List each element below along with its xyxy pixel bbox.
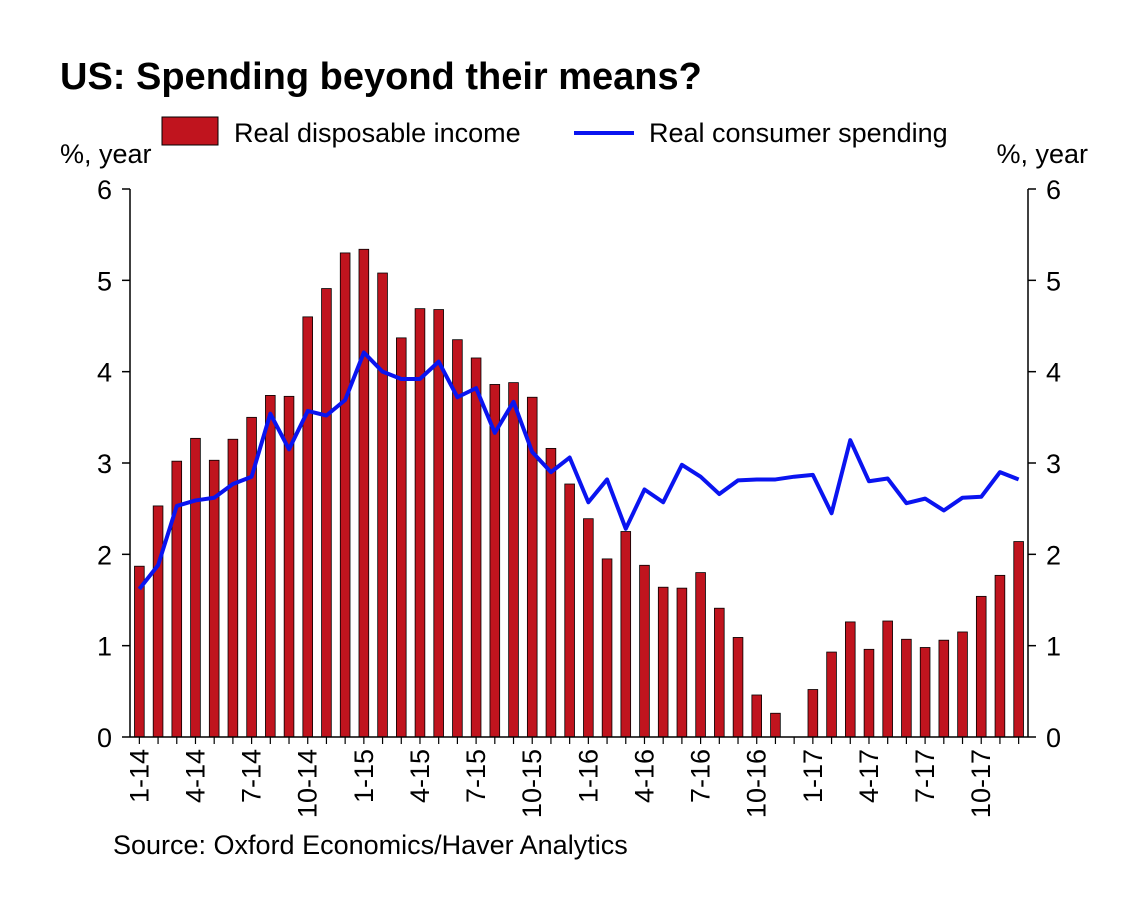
right-y-tick-label: 4 bbox=[1046, 358, 1061, 388]
x-tick-label: 1-16 bbox=[573, 749, 603, 803]
income-bar bbox=[657, 586, 669, 738]
x-tick-label: 1-14 bbox=[124, 749, 154, 803]
income-bar bbox=[508, 382, 519, 738]
income-bar bbox=[134, 565, 145, 738]
income-bar bbox=[957, 631, 968, 738]
income-bar bbox=[770, 712, 781, 738]
source-note: Source: Oxford Economics/Haver Analytics bbox=[113, 830, 628, 860]
income-bar bbox=[863, 648, 875, 738]
x-tick-label: 4-14 bbox=[180, 749, 210, 803]
income-bar bbox=[564, 483, 575, 738]
income-bar bbox=[171, 460, 183, 738]
x-tick-label: 1-15 bbox=[349, 749, 379, 803]
left-y-tick-label: 0 bbox=[97, 723, 112, 753]
x-tick-label: 7-14 bbox=[237, 749, 267, 803]
income-bar bbox=[751, 694, 762, 738]
left-y-tick-label: 6 bbox=[97, 175, 112, 205]
x-tick-label: 4-15 bbox=[405, 749, 435, 803]
legend-bar-swatch bbox=[161, 116, 219, 146]
x-tick-label: 4-17 bbox=[854, 749, 884, 803]
income-bar bbox=[414, 308, 426, 738]
income-bar bbox=[489, 384, 501, 738]
income-bars bbox=[134, 248, 1024, 738]
income-bar bbox=[994, 574, 1006, 738]
income-bar bbox=[452, 339, 463, 738]
income-bar bbox=[676, 587, 688, 738]
income-bar bbox=[732, 637, 744, 738]
income-bar bbox=[358, 248, 370, 738]
income-bar bbox=[265, 395, 276, 738]
income-bar bbox=[208, 459, 220, 738]
income-bar bbox=[396, 337, 407, 738]
x-tick-label: 10-16 bbox=[742, 749, 772, 818]
x-tick-label: 7-15 bbox=[461, 749, 491, 803]
chart-title: US: Spending beyond their means? bbox=[60, 56, 702, 98]
income-bar bbox=[339, 252, 351, 738]
income-bar bbox=[845, 621, 856, 738]
income-bar bbox=[470, 357, 482, 738]
right-y-tick-label: 6 bbox=[1046, 175, 1061, 205]
left-y-tick-label: 4 bbox=[97, 358, 112, 388]
income-bar bbox=[695, 572, 706, 738]
legend: Real disposable income Real consumer spe… bbox=[161, 116, 948, 148]
legend-label-spending: Real consumer spending bbox=[649, 118, 948, 148]
x-tick-label: 7-16 bbox=[686, 749, 716, 803]
x-tick-label: 1-17 bbox=[798, 749, 828, 803]
x-tick-label: 4-16 bbox=[629, 749, 659, 803]
right-y-tick-label: 1 bbox=[1046, 632, 1061, 662]
right-y-tick-label: 2 bbox=[1046, 540, 1061, 570]
income-bar bbox=[190, 437, 201, 738]
left-y-tick-label: 2 bbox=[97, 540, 112, 570]
income-bar bbox=[545, 447, 557, 738]
left-y-tick-label: 5 bbox=[97, 266, 112, 296]
income-bar bbox=[152, 505, 164, 738]
x-tick-label: 7-17 bbox=[910, 749, 940, 803]
income-bar bbox=[321, 288, 332, 738]
income-bar bbox=[938, 639, 950, 738]
x-tick-label: 10-15 bbox=[517, 749, 547, 818]
income-bar bbox=[975, 595, 987, 738]
axes: 0 0 1 1 2 2 3 3 4 4 5 5 6 6 1-14 4-14 7-14 10-14 1-15 4-15 7… bbox=[97, 175, 1061, 818]
spending-line bbox=[137, 350, 1020, 591]
income-bar bbox=[601, 558, 613, 738]
income-bar bbox=[1013, 541, 1024, 738]
income-bar bbox=[620, 531, 632, 738]
right-y-tick-label: 3 bbox=[1046, 449, 1061, 479]
income-bar bbox=[714, 607, 725, 738]
left-y-tick-label: 3 bbox=[97, 449, 112, 479]
income-bar bbox=[583, 518, 594, 738]
right-axis-unit-label: %, year bbox=[996, 139, 1088, 169]
right-y-tick-label: 5 bbox=[1046, 266, 1061, 296]
x-tick-label: 10-17 bbox=[966, 749, 996, 818]
income-bar bbox=[433, 309, 444, 738]
income-bar bbox=[901, 638, 912, 738]
income-bar bbox=[826, 651, 837, 738]
left-axis-unit-label: %, year bbox=[60, 139, 152, 169]
income-bar bbox=[919, 647, 931, 738]
left-y-tick-label: 1 bbox=[97, 632, 112, 662]
income-bar bbox=[377, 272, 388, 738]
x-tick-label: 10-14 bbox=[293, 749, 323, 818]
legend-label-income: Real disposable income bbox=[234, 118, 521, 148]
income-bar bbox=[882, 620, 893, 738]
income-bar bbox=[639, 564, 650, 738]
income-bar bbox=[302, 316, 313, 738]
income-bar bbox=[807, 689, 819, 738]
right-y-tick-label: 0 bbox=[1046, 723, 1061, 753]
